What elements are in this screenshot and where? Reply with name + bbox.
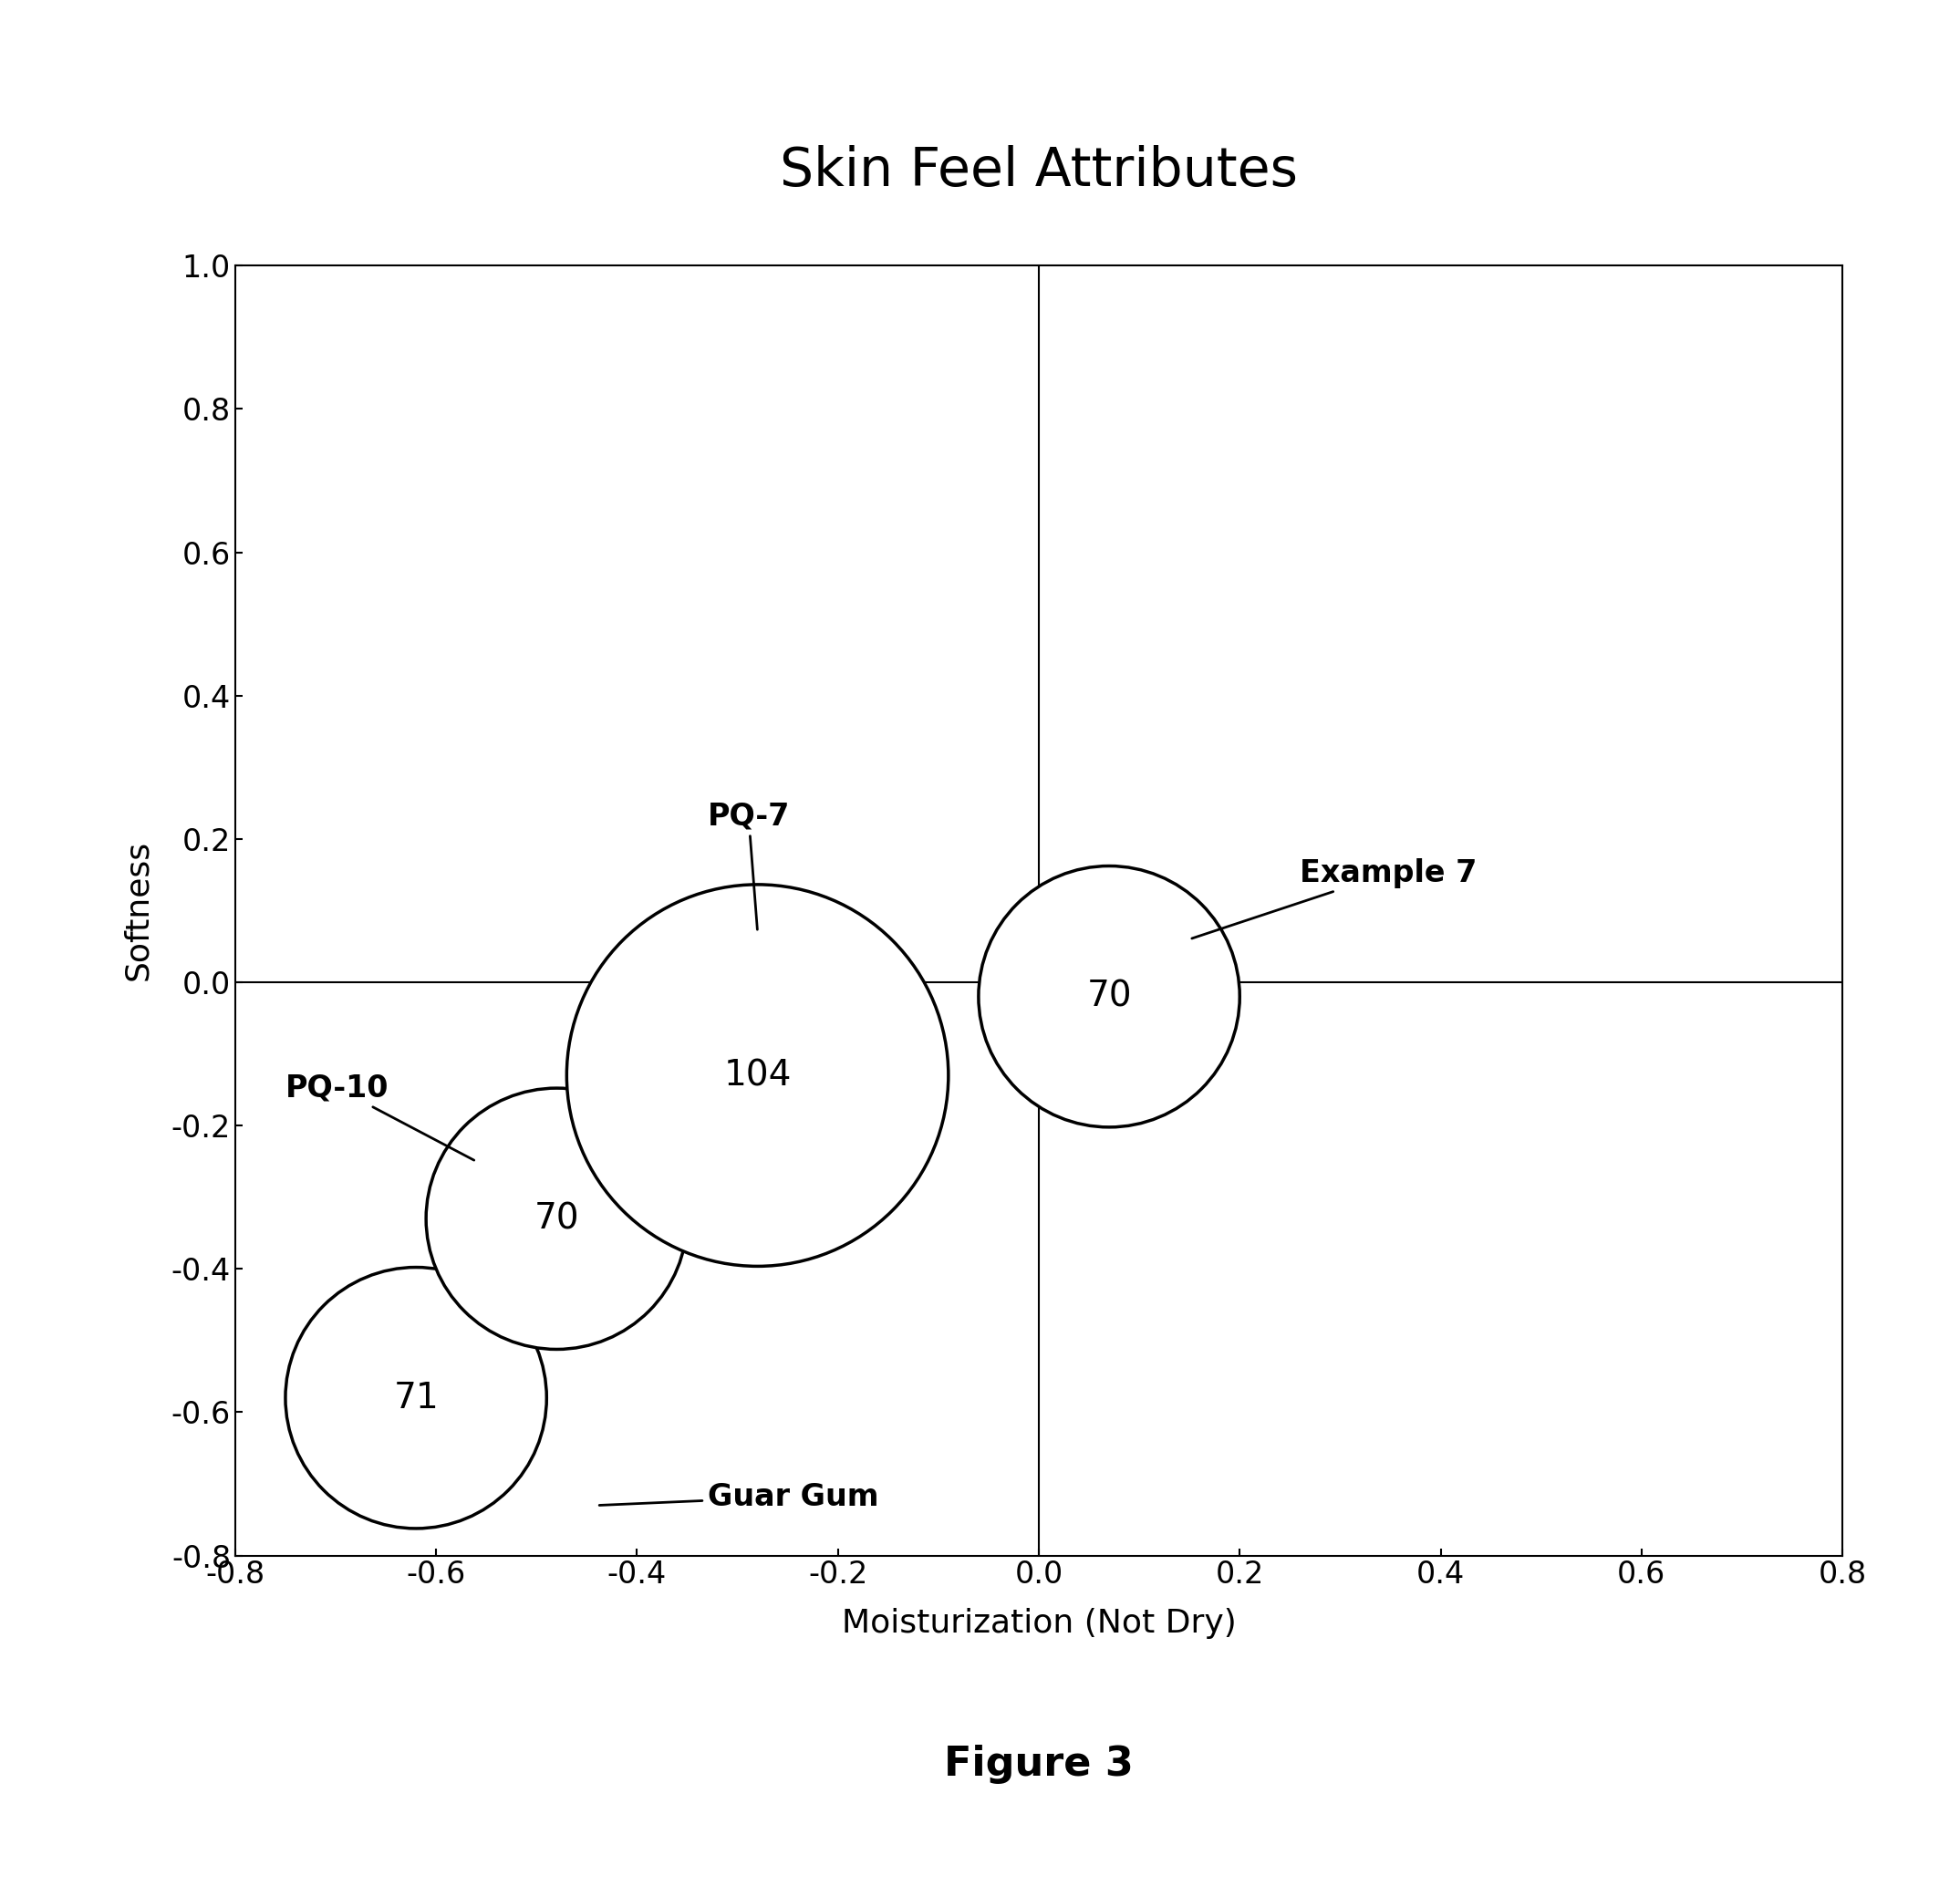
Text: Figure 3: Figure 3	[945, 1745, 1133, 1783]
Text: PQ-7: PQ-7	[708, 801, 790, 930]
Text: 70: 70	[533, 1201, 580, 1237]
Ellipse shape	[425, 1089, 688, 1349]
Ellipse shape	[566, 884, 949, 1265]
Text: Guar Gum: Guar Gum	[600, 1482, 878, 1512]
Text: PQ-10: PQ-10	[286, 1074, 474, 1161]
Text: 70: 70	[1086, 979, 1131, 1013]
Y-axis label: Softness: Softness	[122, 840, 153, 981]
Ellipse shape	[978, 865, 1239, 1127]
Ellipse shape	[286, 1267, 547, 1529]
X-axis label: Moisturization (Not Dry): Moisturization (Not Dry)	[841, 1609, 1237, 1639]
Text: 71: 71	[394, 1381, 439, 1415]
Text: Skin Feel Attributes: Skin Feel Attributes	[780, 144, 1298, 197]
Text: 104: 104	[723, 1059, 792, 1093]
Text: Example 7: Example 7	[1192, 857, 1478, 939]
